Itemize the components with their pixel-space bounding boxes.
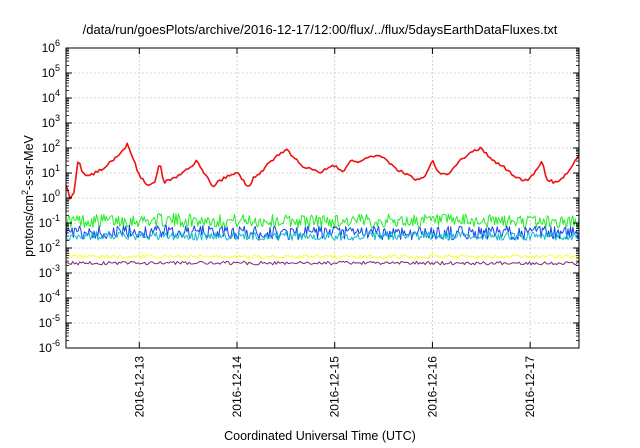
y-tick-label: 10-4 bbox=[39, 288, 60, 305]
y-tick-label: 103 bbox=[42, 113, 60, 130]
x-tick-label: 2016-12-17 bbox=[523, 356, 537, 418]
series-line-4 bbox=[65, 254, 580, 259]
chart-title: /data/run/goesPlots/archive/2016-12-17/1… bbox=[82, 22, 558, 37]
y-tick-label: 10-1 bbox=[39, 213, 60, 230]
y-tick-label: 101 bbox=[42, 163, 60, 180]
y-tick-label: 105 bbox=[42, 63, 60, 80]
y-tick-label: 10-6 bbox=[39, 338, 60, 355]
series-line-0 bbox=[65, 142, 580, 200]
x-tick-label: 2016-12-15 bbox=[328, 356, 342, 418]
x-tick-label: 2016-12-14 bbox=[230, 356, 244, 418]
series-line-1 bbox=[65, 212, 580, 229]
series-line-3 bbox=[65, 224, 580, 241]
y-tick-label: 10-3 bbox=[39, 263, 60, 280]
y-tick-label: 10-5 bbox=[39, 313, 60, 330]
y-tick-label: 100 bbox=[42, 188, 60, 205]
x-axis-label: Coordinated Universal Time (UTC) bbox=[224, 429, 416, 443]
x-tick-label: 2016-12-16 bbox=[425, 356, 439, 418]
y-tick-label: 104 bbox=[42, 88, 60, 105]
y-tick-label: 10-2 bbox=[39, 238, 60, 255]
y-tick-label: 106 bbox=[42, 38, 60, 55]
series-line-2 bbox=[65, 231, 580, 241]
y-tick-label: 102 bbox=[42, 138, 60, 155]
series-line-5 bbox=[65, 260, 580, 266]
x-tick-label: 2016-12-13 bbox=[132, 356, 146, 418]
